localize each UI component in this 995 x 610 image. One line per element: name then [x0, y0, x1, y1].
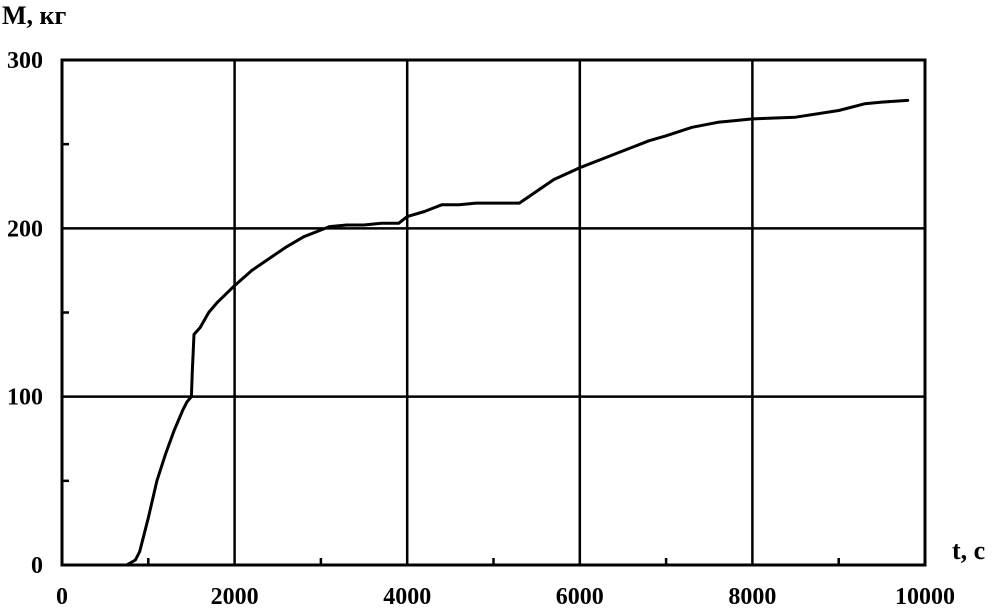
x-tick-label: 8000	[728, 584, 776, 610]
x-tick-label: 10000	[895, 584, 955, 610]
x-tick-labels: 0 2000 4000 6000 8000 10000	[56, 584, 955, 610]
x-tick-label: 4000	[383, 584, 431, 610]
minor-ticks	[62, 142, 840, 565]
y-tick-label: 0	[31, 553, 43, 579]
y-tick-label: 200	[7, 216, 43, 242]
plot-border	[60, 58, 927, 567]
plot-frame	[60, 58, 927, 567]
y-tick-labels: 0 100 200 300	[7, 48, 43, 579]
y-tick-label: 100	[7, 385, 43, 411]
series-line	[60, 98, 910, 567]
series-layer	[60, 98, 910, 567]
x-tick-label: 0	[56, 584, 68, 610]
x-tick-label: 2000	[211, 584, 259, 610]
grid	[62, 60, 925, 565]
y-axis-label: M, кг	[2, 1, 67, 30]
x-axis-label: t, c	[952, 536, 985, 565]
y-tick-label: 300	[7, 48, 43, 74]
x-tick-label: 6000	[556, 584, 604, 610]
